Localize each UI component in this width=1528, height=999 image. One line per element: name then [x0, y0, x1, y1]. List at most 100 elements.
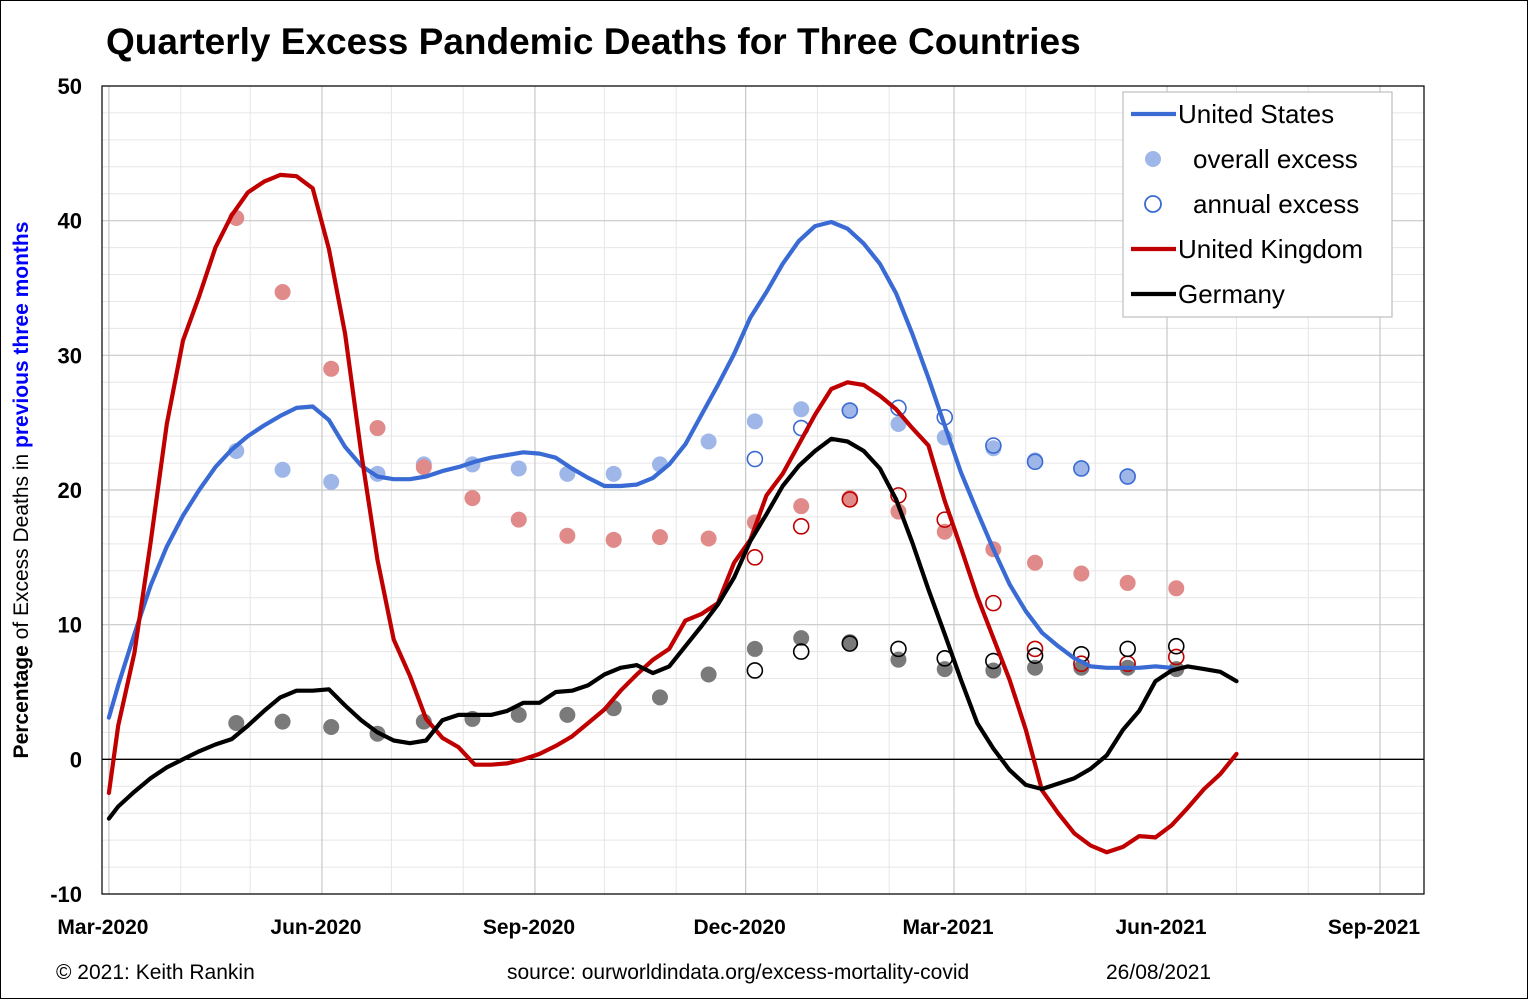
legend-box [1122, 91, 1393, 318]
united-states-annual-excess-ring [1073, 460, 1090, 477]
x-tick-label: Sep-2020 [483, 916, 575, 939]
germany-annual-excess-ring [792, 643, 810, 660]
germany-overall-excess-dot [274, 713, 291, 730]
united-kingdom-overall-excess-dot [651, 529, 668, 546]
united-kingdom-annual-excess-ring [1167, 648, 1185, 666]
united-kingdom-annual-excess-ring [746, 549, 764, 566]
y-axis-label-part-2: of Excess Deaths in [10, 448, 33, 645]
series-markers [228, 209, 1185, 742]
united-kingdom-annual-excess-ring [985, 594, 1002, 612]
legend-label-overall-excess: overall excess [1193, 144, 1358, 174]
united-states-annual-excess-ring [1026, 453, 1044, 471]
germany-overall-excess-dot [228, 714, 245, 731]
x-tick-label: Dec-2020 [694, 916, 786, 939]
footer-source: source: ourworldindata.org/excess-mortal… [507, 961, 969, 984]
united-states-annual-excess-ring [985, 437, 1002, 454]
y-tick-label: -10 [50, 882, 82, 907]
y-axis: -10 0 10 20 30 40 50 [50, 74, 82, 907]
united-kingdom-annual-excess-ring [841, 491, 859, 508]
united-kingdom-overall-excess-dot [1168, 580, 1185, 597]
united-states-overall-excess-dot [890, 416, 907, 433]
united-states-overall-excess-dot [323, 473, 340, 490]
germany-overall-excess-dot [746, 640, 763, 657]
germany-overall-excess-dot [841, 634, 858, 651]
united-kingdom-annual-excess-ring [792, 518, 810, 535]
united-states-annual-excess-ring [890, 399, 907, 417]
united-states-overall-excess-dot [700, 433, 717, 450]
chart-title: Quarterly Excess Pandemic Deaths for Thr… [106, 21, 1081, 62]
y-axis-label-part-3: previous three months [10, 222, 33, 448]
y-tick-label: 0 [70, 747, 82, 772]
germany-line [106, 436, 1239, 821]
united-states-line [106, 219, 1174, 720]
united-kingdom-overall-excess-dot [700, 530, 717, 547]
united-kingdom-annual-excess-ring [1026, 640, 1044, 658]
united-states-annual-excess-ring [746, 450, 764, 468]
legend-label-united-kingdom: United Kingdom [1178, 234, 1363, 264]
y-tick-label: 40 [58, 209, 82, 234]
united-states-overall-excess-dot [841, 402, 858, 419]
united-kingdom-overall-excess-dot [605, 531, 622, 548]
united-states-overall-excess-dot [605, 465, 622, 482]
germany-annual-excess-ring [1167, 637, 1185, 655]
united-kingdom-overall-excess-dot [369, 420, 386, 437]
germany-overall-excess-dot [793, 630, 810, 647]
legend-swatch-annual-excess [1144, 195, 1162, 213]
united-states-annual-excess-ring [1119, 468, 1136, 485]
united-kingdom-overall-excess-dot [464, 490, 481, 507]
united-kingdom-overall-excess-dot [793, 498, 810, 515]
united-states-overall-excess-dot [1119, 468, 1136, 485]
germany-overall-excess-dot [510, 706, 527, 723]
germany-annual-excess-ring [841, 635, 859, 652]
legend-label-germany: Germany [1178, 279, 1285, 309]
united-kingdom-overall-excess-dot [936, 523, 953, 540]
germany-overall-excess-dot [323, 719, 340, 736]
united-states-overall-excess-dot [1073, 460, 1090, 477]
x-axis: Mar-2020 Jun-2020 Sep-2020 Dec-2020 Mar-2021… [57, 916, 1420, 939]
germany-overall-excess-dot [651, 689, 668, 706]
united-kingdom-overall-excess-dot [415, 459, 432, 476]
legend: United States overall excess annual excess… [1122, 91, 1393, 318]
x-tick-label: Mar-2021 [902, 916, 993, 939]
x-tick-label: Sep-2021 [1328, 916, 1421, 939]
x-tick-label: Mar-2020 [57, 916, 148, 939]
germany-annual-excess-ring [746, 662, 764, 679]
united-states-overall-excess-dot [274, 461, 291, 478]
y-tick-label: 30 [58, 343, 82, 368]
x-tick-label: Jun-2020 [270, 916, 361, 939]
united-states-overall-excess-dot [510, 460, 527, 477]
series-lines [106, 172, 1239, 855]
united-states-overall-excess-dot [793, 401, 810, 418]
united-kingdom-overall-excess-dot [274, 284, 291, 301]
united-kingdom-overall-excess-dot [510, 511, 527, 528]
legend-swatch-overall-excess [1145, 151, 1161, 167]
y-tick-label: 10 [58, 613, 82, 638]
united-kingdom-line [106, 172, 1239, 855]
plot-border [101, 85, 1425, 895]
germany-annual-excess-ring [1026, 647, 1044, 664]
y-axis-label-part-1: Percentage [10, 645, 33, 758]
germany-overall-excess-dot [1027, 659, 1044, 676]
footer-copyright: © 2021: Keith Rankin [56, 961, 255, 984]
united-kingdom-overall-excess-dot [1027, 554, 1044, 571]
united-states-annual-excess-ring [841, 402, 859, 419]
united-states-overall-excess-dot [746, 413, 763, 430]
united-kingdom-overall-excess-dot [1073, 565, 1090, 582]
united-kingdom-overall-excess-dot [323, 360, 340, 377]
y-tick-label: 50 [58, 74, 82, 99]
united-states-overall-excess-dot [1027, 452, 1044, 469]
y-axis-label: Percentage of Excess Deaths in previous … [10, 222, 33, 759]
united-kingdom-overall-excess-dot [559, 527, 576, 544]
legend-label-annual-excess: annual excess [1193, 189, 1359, 219]
germany-annual-excess-ring [890, 640, 907, 658]
united-kingdom-overall-excess-dot [841, 490, 858, 507]
legend-label-united-states: United States [1178, 99, 1334, 129]
x-tick-label: Jun-2021 [1115, 916, 1206, 939]
germany-annual-excess-ring [1119, 640, 1136, 658]
united-kingdom-overall-excess-dot [1119, 574, 1136, 591]
germany-overall-excess-dot [559, 706, 576, 723]
y-tick-label: 20 [58, 478, 82, 503]
footer-date: 26/08/2021 [1106, 961, 1211, 984]
germany-overall-excess-dot [700, 666, 717, 683]
